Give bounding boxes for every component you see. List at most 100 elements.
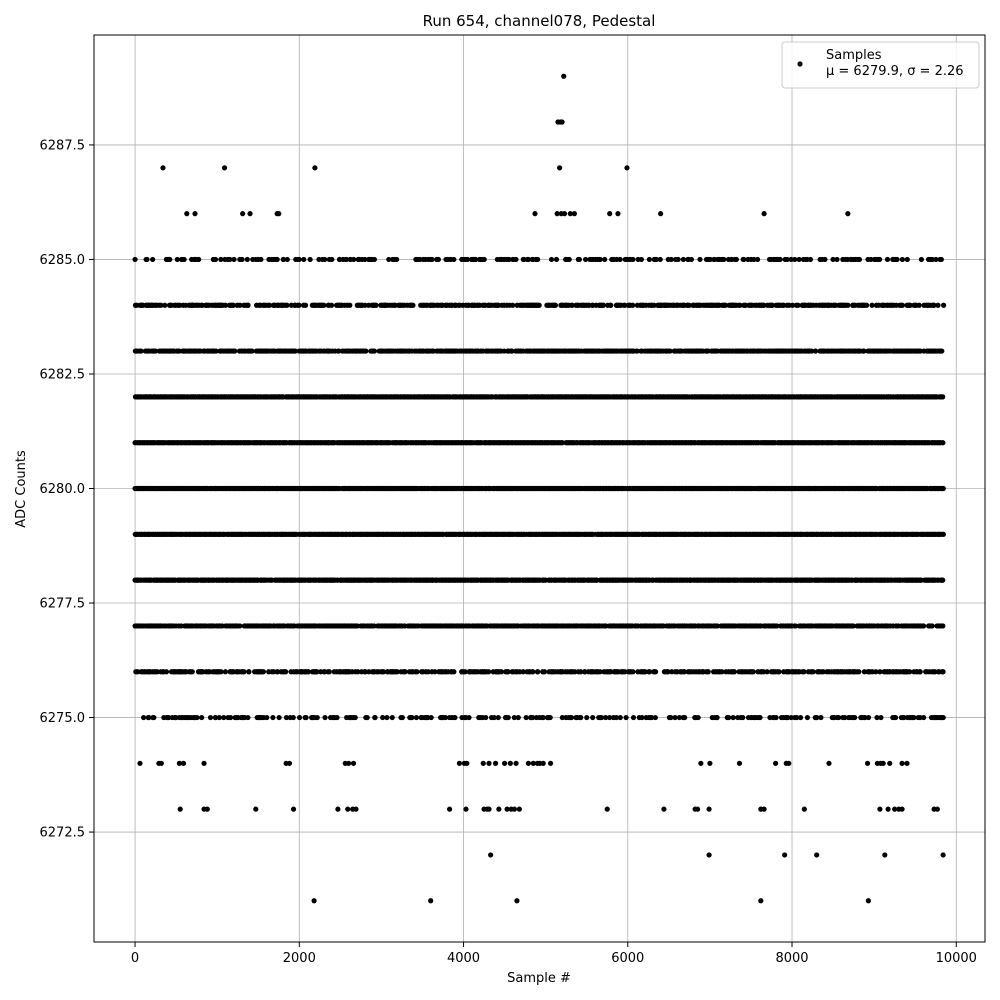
data-point bbox=[809, 348, 815, 354]
data-point bbox=[668, 256, 674, 263]
data-point bbox=[940, 531, 947, 537]
data-point bbox=[244, 256, 250, 263]
data-point bbox=[722, 302, 728, 308]
data-point bbox=[371, 256, 377, 263]
data-point bbox=[566, 256, 572, 263]
data-point bbox=[884, 256, 891, 263]
data-point bbox=[907, 302, 913, 308]
data-point bbox=[929, 256, 935, 263]
data-point bbox=[707, 256, 713, 263]
data-point bbox=[630, 302, 636, 308]
data-point bbox=[796, 256, 802, 263]
data-point bbox=[777, 256, 783, 263]
data-point bbox=[697, 256, 703, 263]
data-point bbox=[938, 256, 944, 263]
data-point bbox=[812, 348, 819, 354]
data-point bbox=[751, 256, 757, 263]
data-point bbox=[510, 302, 516, 308]
data-point bbox=[284, 302, 290, 308]
data-point bbox=[245, 302, 251, 308]
data-point bbox=[761, 302, 767, 308]
data-point bbox=[675, 256, 681, 263]
data-point bbox=[822, 256, 828, 263]
data-point bbox=[196, 256, 202, 263]
data-point bbox=[737, 302, 743, 308]
data-point bbox=[807, 256, 814, 263]
data-point bbox=[174, 256, 180, 263]
data-point bbox=[830, 256, 836, 263]
data-point bbox=[363, 348, 369, 354]
data-point bbox=[569, 302, 575, 308]
data-point bbox=[296, 302, 302, 308]
data-point bbox=[343, 256, 350, 263]
data-point bbox=[877, 256, 883, 263]
data-point bbox=[351, 256, 357, 263]
data-point bbox=[548, 256, 555, 263]
data-point bbox=[509, 348, 515, 354]
data-point bbox=[646, 256, 652, 263]
data-point bbox=[861, 348, 867, 354]
data-point bbox=[597, 256, 603, 263]
data-point bbox=[617, 256, 623, 263]
data-point bbox=[721, 256, 727, 263]
data-point bbox=[933, 256, 939, 263]
data-point bbox=[301, 256, 307, 263]
data-point bbox=[940, 485, 946, 492]
data-point bbox=[651, 302, 657, 308]
data-point bbox=[239, 256, 245, 263]
data-point bbox=[296, 256, 302, 263]
data-point bbox=[863, 302, 870, 308]
data-point bbox=[144, 256, 150, 263]
data-point bbox=[899, 256, 906, 263]
data-point bbox=[181, 256, 187, 263]
data-point bbox=[940, 394, 946, 400]
data-point bbox=[904, 256, 910, 263]
data-point bbox=[473, 256, 479, 263]
data-point bbox=[237, 302, 243, 308]
data-point bbox=[634, 348, 640, 354]
data-point bbox=[329, 256, 335, 263]
data-point bbox=[153, 348, 159, 354]
data-point bbox=[302, 302, 309, 308]
data-point bbox=[513, 256, 519, 263]
data-point bbox=[336, 348, 342, 354]
data-point bbox=[792, 256, 798, 263]
data-point bbox=[373, 302, 379, 308]
data-point bbox=[795, 302, 801, 308]
data-point bbox=[464, 256, 470, 263]
data-point bbox=[347, 302, 353, 308]
data-point bbox=[602, 256, 608, 263]
data-point bbox=[525, 256, 532, 263]
data-point bbox=[680, 256, 686, 263]
data-point bbox=[284, 256, 290, 263]
data-point bbox=[222, 302, 229, 308]
data-point bbox=[292, 348, 299, 354]
data-point bbox=[227, 256, 233, 263]
data-point bbox=[536, 302, 542, 308]
data-point bbox=[362, 256, 368, 263]
data-point bbox=[167, 256, 173, 263]
data-point bbox=[600, 302, 606, 308]
data-point bbox=[940, 440, 946, 446]
data-point bbox=[150, 256, 156, 263]
data-point bbox=[232, 348, 238, 354]
data-point bbox=[918, 256, 925, 263]
data-point bbox=[741, 256, 747, 263]
data-point bbox=[869, 302, 875, 308]
data-point bbox=[506, 256, 512, 263]
data-point bbox=[630, 256, 636, 263]
data-point bbox=[788, 256, 794, 263]
data-point bbox=[856, 256, 863, 263]
data-point bbox=[688, 256, 695, 263]
data-point bbox=[218, 256, 224, 263]
data-point bbox=[394, 256, 400, 263]
data-point bbox=[371, 348, 378, 354]
data-point bbox=[784, 256, 790, 263]
data-point bbox=[231, 256, 237, 263]
data-point bbox=[429, 256, 435, 263]
data-point bbox=[328, 302, 335, 308]
data-point bbox=[941, 302, 947, 308]
data-point bbox=[845, 302, 851, 308]
data-point bbox=[266, 302, 273, 308]
data-point bbox=[608, 302, 614, 308]
